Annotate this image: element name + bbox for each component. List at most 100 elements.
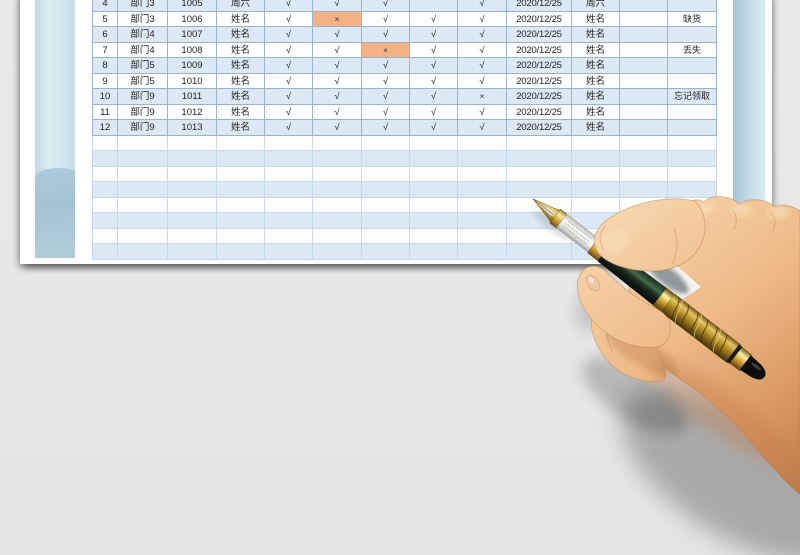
cell-name[interactable] bbox=[217, 166, 265, 182]
cell-department[interactable] bbox=[118, 197, 168, 213]
cell-check-5[interactable] bbox=[458, 244, 507, 260]
cell-employee-id[interactable] bbox=[168, 151, 217, 167]
cell-check-2[interactable]: √ bbox=[313, 104, 362, 120]
cell-check-4[interactable]: √ bbox=[410, 89, 458, 105]
cell-date[interactable]: 2020/12/25 bbox=[507, 120, 572, 136]
cell-check-1[interactable]: √ bbox=[265, 89, 313, 105]
cell-department[interactable]: 部门3 bbox=[118, 11, 168, 27]
cell-check-5[interactable] bbox=[458, 166, 507, 182]
cell-name[interactable]: 姓名 bbox=[217, 11, 265, 27]
cell-recipient-name[interactable]: 姓名 bbox=[572, 11, 620, 27]
cell-signature[interactable] bbox=[620, 89, 668, 105]
cell-employee-id[interactable]: 1010 bbox=[168, 73, 217, 89]
cell-row-number[interactable]: 10 bbox=[92, 89, 118, 105]
cell-date[interactable] bbox=[507, 182, 572, 198]
cell-recipient-name[interactable]: 姓名 bbox=[572, 42, 620, 58]
cell-recipient-name[interactable]: 周六 bbox=[572, 0, 620, 12]
cell-check-1[interactable] bbox=[265, 166, 313, 182]
cell-check-4[interactable] bbox=[410, 151, 458, 167]
cell-signature[interactable] bbox=[620, 27, 668, 43]
cell-check-1[interactable]: √ bbox=[265, 42, 313, 58]
cell-check-2[interactable]: √ bbox=[313, 0, 362, 12]
cell-check-2[interactable] bbox=[313, 182, 362, 198]
cell-check-4[interactable] bbox=[410, 0, 458, 12]
cell-check-1[interactable] bbox=[265, 228, 313, 244]
cell-row-number[interactable]: 7 bbox=[92, 42, 118, 58]
cell-employee-id[interactable]: 1009 bbox=[168, 58, 217, 74]
cell-check-3[interactable]: × bbox=[362, 42, 410, 58]
cell-check-3[interactable]: √ bbox=[362, 11, 410, 27]
cell-remark[interactable] bbox=[668, 228, 717, 244]
cell-employee-id[interactable]: 1008 bbox=[168, 42, 217, 58]
cell-check-1[interactable]: √ bbox=[265, 104, 313, 120]
cell-employee-id[interactable] bbox=[168, 228, 217, 244]
cell-check-2[interactable] bbox=[313, 197, 362, 213]
cell-employee-id[interactable]: 1006 bbox=[168, 11, 217, 27]
cell-employee-id[interactable]: 1007 bbox=[168, 27, 217, 43]
cell-check-2[interactable]: √ bbox=[313, 120, 362, 136]
cell-signature[interactable] bbox=[620, 228, 668, 244]
cell-signature[interactable] bbox=[620, 42, 668, 58]
cell-check-5[interactable]: √ bbox=[458, 104, 507, 120]
cell-check-3[interactable] bbox=[362, 151, 410, 167]
cell-signature[interactable] bbox=[620, 244, 668, 260]
cell-check-3[interactable] bbox=[362, 213, 410, 229]
cell-row-number[interactable] bbox=[92, 197, 118, 213]
cell-department[interactable] bbox=[118, 228, 168, 244]
cell-check-1[interactable] bbox=[265, 213, 313, 229]
cell-check-1[interactable]: √ bbox=[265, 73, 313, 89]
cell-check-1[interactable]: √ bbox=[265, 58, 313, 74]
cell-remark[interactable] bbox=[668, 213, 717, 229]
cell-recipient-name[interactable] bbox=[572, 228, 620, 244]
cell-check-3[interactable] bbox=[362, 135, 410, 151]
cell-remark[interactable] bbox=[668, 27, 717, 43]
cell-check-4[interactable]: √ bbox=[410, 73, 458, 89]
cell-check-2[interactable] bbox=[313, 135, 362, 151]
cell-check-1[interactable] bbox=[265, 182, 313, 198]
cell-check-2[interactable] bbox=[313, 166, 362, 182]
cell-check-5[interactable]: √ bbox=[458, 120, 507, 136]
cell-check-2[interactable] bbox=[313, 151, 362, 167]
cell-name[interactable] bbox=[217, 228, 265, 244]
cell-name[interactable] bbox=[217, 151, 265, 167]
cell-recipient-name[interactable] bbox=[572, 135, 620, 151]
cell-name[interactable] bbox=[217, 182, 265, 198]
cell-employee-id[interactable] bbox=[168, 135, 217, 151]
cell-check-4[interactable] bbox=[410, 197, 458, 213]
cell-department[interactable] bbox=[118, 213, 168, 229]
cell-date[interactable] bbox=[507, 135, 572, 151]
cell-department[interactable] bbox=[118, 166, 168, 182]
cell-department[interactable]: 部门4 bbox=[118, 42, 168, 58]
cell-check-4[interactable] bbox=[410, 228, 458, 244]
cell-name[interactable]: 姓名 bbox=[217, 27, 265, 43]
cell-date[interactable]: 2020/12/25 bbox=[507, 73, 572, 89]
cell-employee-id[interactable]: 1013 bbox=[168, 120, 217, 136]
cell-signature[interactable] bbox=[620, 151, 668, 167]
cell-row-number[interactable] bbox=[92, 182, 118, 198]
cell-date[interactable] bbox=[507, 197, 572, 213]
cell-check-5[interactable]: √ bbox=[458, 27, 507, 43]
cell-name[interactable]: 姓名 bbox=[217, 120, 265, 136]
cell-department[interactable]: 部门5 bbox=[118, 73, 168, 89]
cell-signature[interactable] bbox=[620, 213, 668, 229]
cell-signature[interactable] bbox=[620, 73, 668, 89]
cell-date[interactable]: 2020/12/25 bbox=[507, 11, 572, 27]
cell-employee-id[interactable] bbox=[168, 182, 217, 198]
cell-department[interactable]: 部门5 bbox=[118, 58, 168, 74]
cell-name[interactable] bbox=[217, 244, 265, 260]
cell-date[interactable] bbox=[507, 228, 572, 244]
cell-check-5[interactable]: √ bbox=[458, 11, 507, 27]
cell-name[interactable]: 姓名 bbox=[217, 58, 265, 74]
cell-signature[interactable] bbox=[620, 58, 668, 74]
cell-check-2[interactable] bbox=[313, 244, 362, 260]
cell-name[interactable] bbox=[217, 135, 265, 151]
cell-check-5[interactable]: √ bbox=[458, 42, 507, 58]
cell-department[interactable] bbox=[118, 151, 168, 167]
cell-remark[interactable]: 忘记领取 bbox=[668, 89, 717, 105]
cell-check-1[interactable] bbox=[265, 197, 313, 213]
cell-check-2[interactable]: √ bbox=[313, 27, 362, 43]
cell-date[interactable] bbox=[507, 166, 572, 182]
cell-check-2[interactable]: √ bbox=[313, 42, 362, 58]
cell-check-1[interactable] bbox=[265, 151, 313, 167]
cell-name[interactable] bbox=[217, 197, 265, 213]
